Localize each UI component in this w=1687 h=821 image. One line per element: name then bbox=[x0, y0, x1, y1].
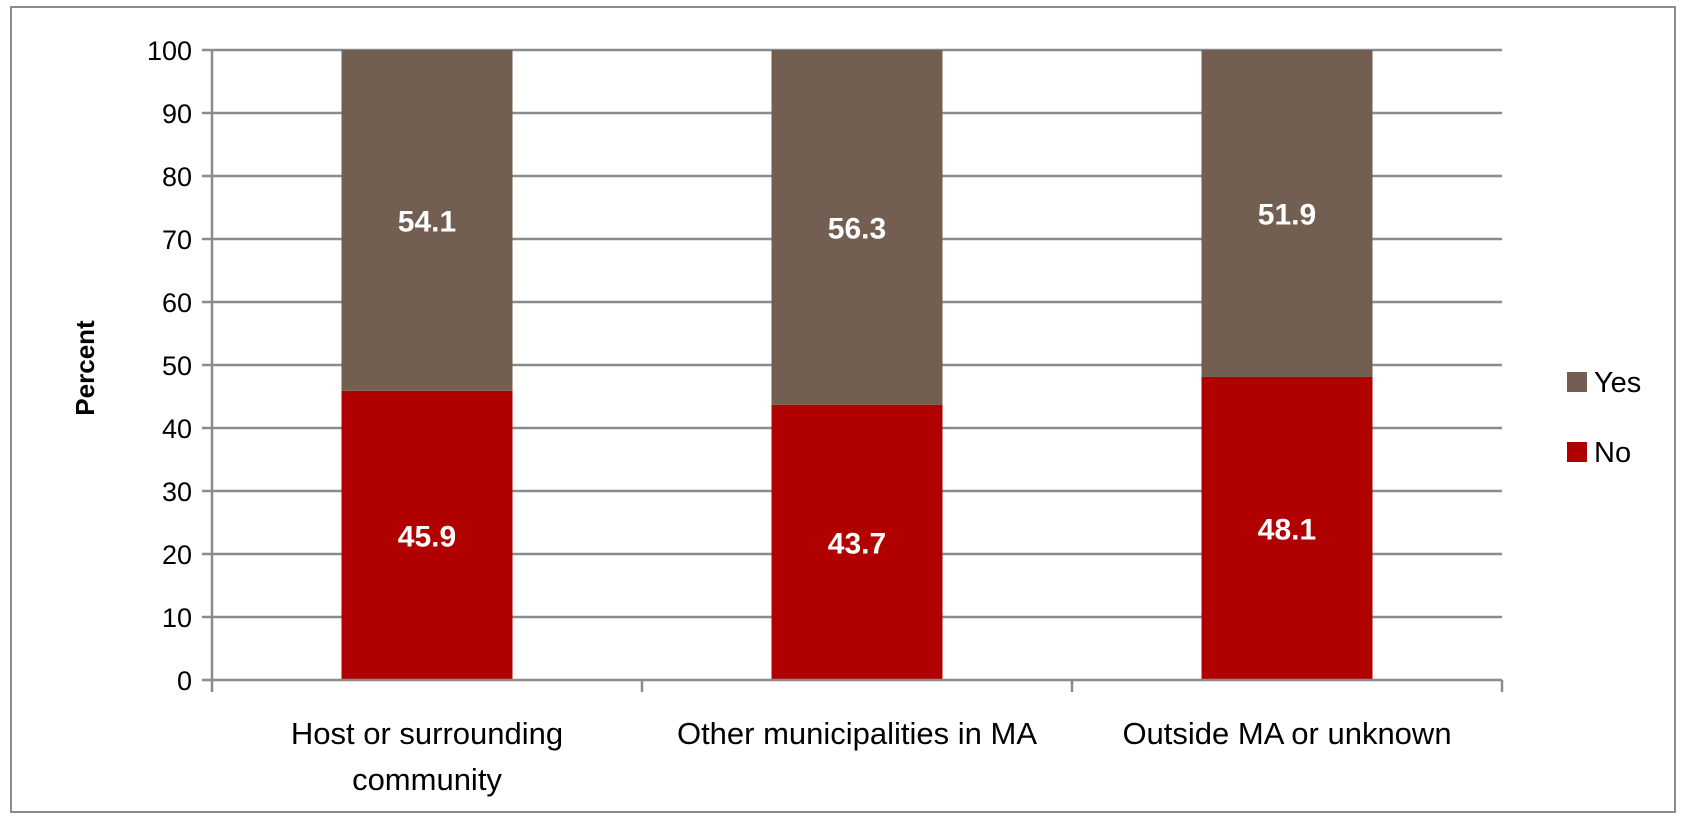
bar-yes-0 bbox=[341, 50, 513, 391]
bar-yes-2 bbox=[1201, 50, 1373, 377]
legend-swatch-yes bbox=[1567, 372, 1587, 392]
y-tick-label: 50 bbox=[162, 351, 192, 381]
data-label: 45.9 bbox=[398, 520, 456, 553]
data-label: 43.7 bbox=[828, 527, 886, 560]
x-tick-label: Host or surrounding bbox=[291, 716, 563, 751]
axes bbox=[210, 50, 1504, 692]
legend-label-yes: Yes bbox=[1594, 367, 1641, 399]
y-tick-labels: 0 10 20 30 40 50 60 70 80 90 100 bbox=[147, 36, 192, 696]
bars bbox=[341, 50, 1373, 680]
y-tick-label: 40 bbox=[162, 414, 192, 444]
y-tick-label: 0 bbox=[177, 666, 192, 696]
bar-no-0 bbox=[341, 390, 513, 680]
y-tick-label: 30 bbox=[162, 477, 192, 507]
data-labels: 45.9 54.1 43.7 56.3 48.1 51.9 bbox=[398, 198, 1316, 560]
y-tick-label: 20 bbox=[162, 540, 192, 570]
y-tick-label: 10 bbox=[162, 603, 192, 633]
y-tick-label: 60 bbox=[162, 288, 192, 318]
x-tick-label: Other municipalities in MA bbox=[677, 716, 1037, 751]
data-label: 48.1 bbox=[1258, 513, 1316, 546]
legend-swatch-no bbox=[1567, 442, 1587, 462]
bar-no-2 bbox=[1201, 376, 1373, 680]
y-axis-label: Percent bbox=[70, 320, 100, 416]
bar-yes-1 bbox=[771, 50, 943, 405]
y-tick-label: 70 bbox=[162, 225, 192, 255]
x-tick-label: Outside MA or unknown bbox=[1122, 716, 1451, 751]
legend: Yes No bbox=[1567, 367, 1641, 469]
y-tick-label: 80 bbox=[162, 162, 192, 192]
bar-no-1 bbox=[771, 404, 943, 680]
data-label: 56.3 bbox=[828, 212, 886, 245]
legend-label-no: No bbox=[1594, 437, 1631, 469]
x-tick-label: community bbox=[352, 762, 502, 797]
x-tick-labels: Host or surrounding community Other munici… bbox=[291, 716, 1452, 797]
y-tick-label: 100 bbox=[147, 36, 192, 66]
y-tick-label: 90 bbox=[162, 99, 192, 129]
data-label: 54.1 bbox=[398, 205, 456, 238]
data-label: 51.9 bbox=[1258, 198, 1316, 231]
